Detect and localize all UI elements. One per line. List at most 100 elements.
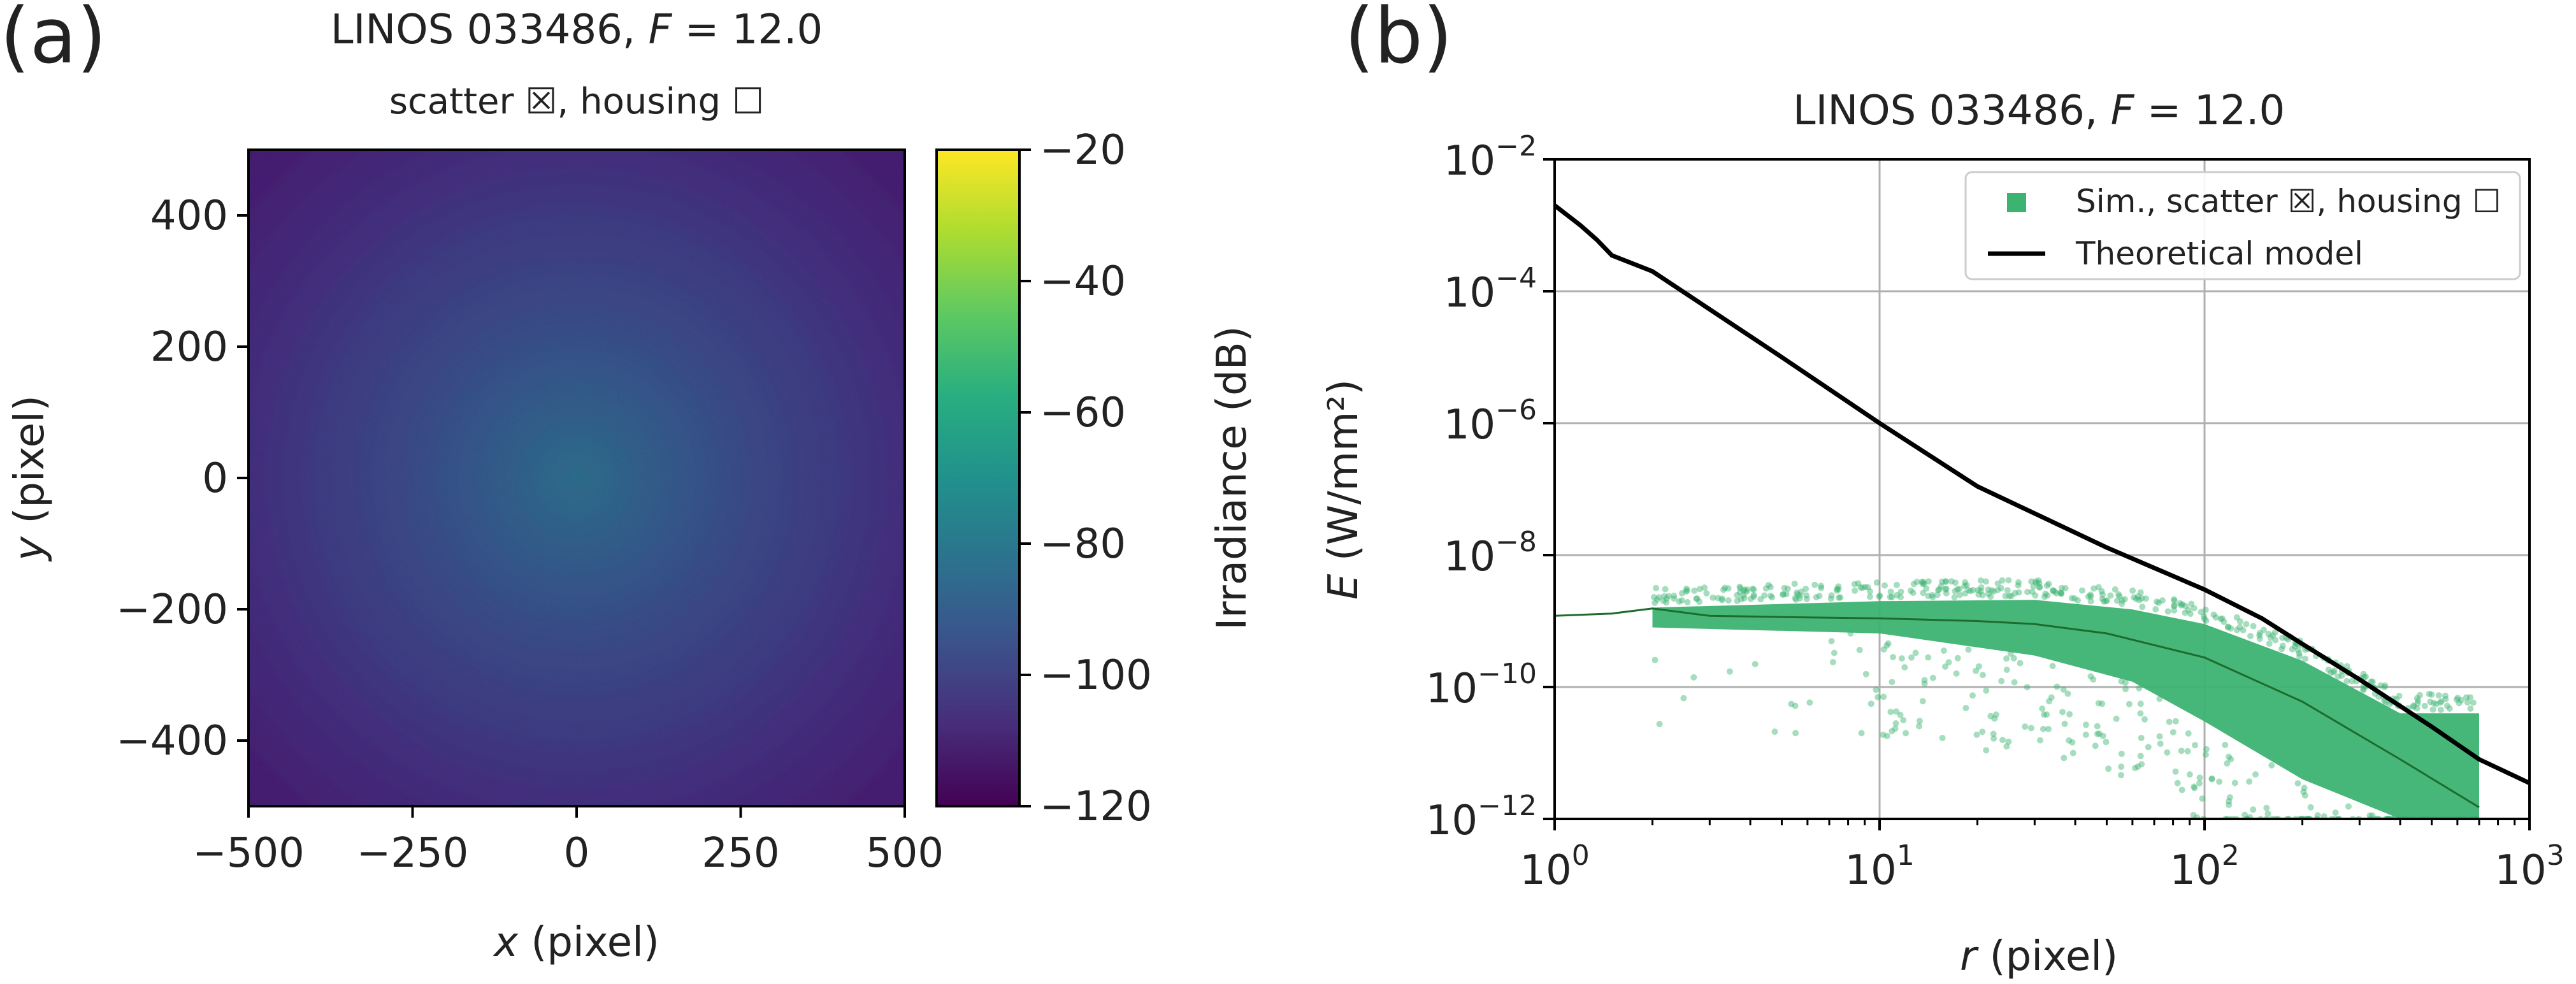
sim-scatter-point — [2174, 779, 2181, 786]
sim-scatter-point — [1655, 594, 1662, 601]
sim-scatter-point — [1696, 598, 1703, 605]
sim-scatter-point — [1726, 668, 1733, 675]
sim-scatter-point — [2101, 598, 2107, 605]
sim-scatter-point — [1791, 581, 1798, 588]
sim-scatter-point — [2164, 749, 2171, 756]
sim-scatter-point — [2224, 760, 2231, 767]
sim-scatter-point — [1943, 590, 1950, 597]
sim-scatter-point — [1997, 584, 2004, 591]
sim-scatter-point — [2268, 762, 2275, 769]
sim-scatter-point — [1757, 596, 1764, 603]
sim-scatter-point — [2118, 772, 2124, 779]
sim-scatter-point — [1811, 581, 1818, 588]
sim-scatter-point — [2095, 700, 2102, 707]
sim-scatter-point — [2171, 596, 2177, 603]
sim-scatter-point — [2203, 617, 2210, 624]
sim-scatter-point — [2039, 705, 2046, 712]
sim-scatter-point — [2121, 596, 2128, 603]
sim-scatter-point — [2429, 706, 2436, 713]
sim-scatter-point — [2187, 611, 2194, 618]
sim-scatter-point — [2118, 763, 2125, 771]
sim-scatter-point — [1980, 672, 1986, 679]
sim-scatter-point — [2137, 589, 2144, 596]
sim-scatter-point — [1741, 595, 1748, 602]
sim-scatter-point — [1892, 720, 1899, 727]
heatmap-x-tick-label: 0 — [564, 830, 590, 877]
sim-scatter-point — [1876, 592, 1883, 599]
sim-scatter-point — [2082, 721, 2089, 728]
sim-scatter-point — [2266, 640, 2273, 647]
sim-scatter-point — [1796, 592, 1803, 599]
sim-scatter-point — [1975, 591, 1982, 598]
sim-scatter-point — [1887, 593, 1894, 600]
sim-scatter-point — [2246, 778, 2253, 785]
colorbar-tick-label: −120 — [1040, 783, 1152, 830]
sim-scatter-point — [2198, 609, 2205, 616]
sim-scatter-point — [2118, 750, 2125, 757]
sim-scatter-point — [1952, 588, 1959, 595]
sim-scatter-point — [2033, 578, 2040, 585]
sim-scatter-point — [1942, 586, 1949, 593]
sim-scatter-point — [2137, 753, 2144, 760]
sim-scatter-point — [1919, 581, 1926, 588]
sim-scatter-point — [1794, 590, 1800, 596]
sim-scatter-point — [2177, 600, 2184, 607]
sim-scatter-point — [1908, 654, 1915, 661]
sim-scatter-point — [2243, 621, 2250, 628]
sim-scatter-point — [1977, 588, 1984, 595]
sim-scatter-point — [2136, 597, 2143, 604]
sim-scatter-point — [1883, 642, 1890, 649]
sim-scatter-point — [2301, 792, 2308, 799]
sim-scatter-point — [1979, 728, 1986, 735]
sim-scatter-point — [1873, 579, 1880, 586]
sim-scatter-point — [2126, 700, 2133, 707]
sim-scatter-point — [1660, 593, 1667, 600]
sim-scatter-point — [1979, 591, 1986, 598]
sim-scatter-point — [2457, 697, 2464, 704]
sim-scatter-point — [1999, 737, 2006, 744]
log-y-tick-label: 10−6 — [1444, 394, 1537, 449]
sim-scatter-point — [2296, 653, 2303, 660]
sim-scatter-point — [2003, 667, 2010, 673]
sim-scatter-point — [2369, 678, 2376, 685]
sim-scatter-point — [1943, 585, 1950, 592]
panel-b-title: LINOS 033486, F = 12.0 — [1793, 87, 2285, 134]
sim-scatter-point — [2171, 607, 2178, 614]
sim-scatter-point — [1694, 595, 1701, 602]
sim-scatter-point — [2178, 786, 2185, 793]
sim-scatter-point — [1893, 581, 1900, 588]
sim-scatter-point — [1651, 656, 1659, 663]
sim-scatter-point — [1762, 585, 1769, 592]
sim-scatter-point — [2029, 588, 2036, 595]
sim-scatter-point — [2216, 778, 2223, 785]
sim-scatter-point — [2325, 666, 2332, 673]
sim-scatter-point — [2233, 626, 2240, 633]
sim-scatter-point — [2196, 780, 2203, 787]
sim-scatter-point — [2027, 725, 2034, 732]
sim-scatter-point — [2071, 595, 2078, 602]
sim-scatter-point — [1920, 581, 1927, 588]
sim-scatter-point — [2119, 600, 2126, 607]
sim-scatter-point — [1990, 735, 1997, 742]
sim-scatter-point — [1892, 725, 1899, 732]
sim-scatter-point — [2191, 783, 2198, 790]
sim-scatter-point — [1910, 581, 1917, 588]
sim-scatter-point — [1750, 591, 1757, 598]
sim-scatter-point — [1961, 582, 1968, 590]
sim-scatter-point — [2208, 776, 2215, 783]
sim-scatter-point — [2437, 706, 2444, 713]
sim-scatter-point — [2366, 812, 2373, 819]
sim-scatter-point — [2456, 700, 2463, 707]
sim-scatter-point — [2178, 748, 2185, 755]
sim-scatter-point — [2428, 691, 2435, 698]
sim-scatter-point — [2036, 584, 2043, 591]
sim-scatter-point — [1792, 702, 1799, 709]
sim-scatter-point — [2291, 643, 2298, 650]
sim-scatter-point — [2278, 646, 2285, 653]
sim-scatter-point — [1802, 586, 1810, 592]
sim-scatter-point — [2464, 699, 2471, 706]
sim-scatter-point — [2321, 813, 2328, 819]
panel-b-label: (b) — [1344, 0, 1453, 81]
sim-scatter-point — [2343, 663, 2350, 670]
sim-mean-line — [1555, 607, 2480, 809]
